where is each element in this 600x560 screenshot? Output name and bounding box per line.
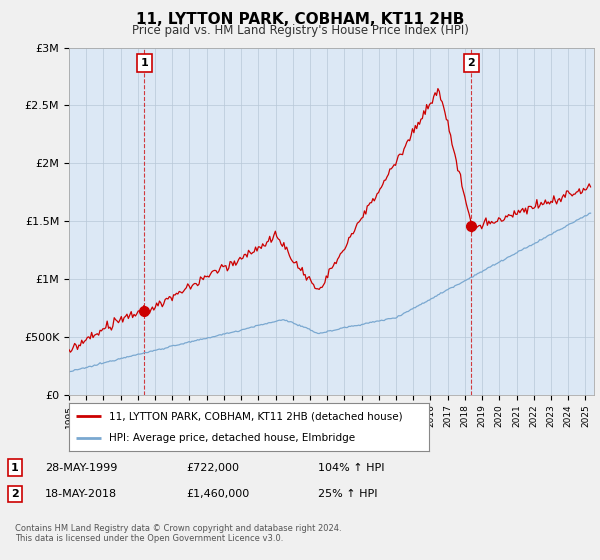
Text: 1: 1 bbox=[11, 463, 19, 473]
Text: 104% ↑ HPI: 104% ↑ HPI bbox=[318, 463, 385, 473]
Text: HPI: Average price, detached house, Elmbridge: HPI: Average price, detached house, Elmb… bbox=[109, 433, 355, 443]
Text: 11, LYTTON PARK, COBHAM, KT11 2HB (detached house): 11, LYTTON PARK, COBHAM, KT11 2HB (detac… bbox=[109, 411, 402, 421]
Text: Contains HM Land Registry data © Crown copyright and database right 2024.
This d: Contains HM Land Registry data © Crown c… bbox=[15, 524, 341, 543]
Text: 2: 2 bbox=[11, 489, 19, 499]
Text: 11, LYTTON PARK, COBHAM, KT11 2HB: 11, LYTTON PARK, COBHAM, KT11 2HB bbox=[136, 12, 464, 27]
Text: 2: 2 bbox=[467, 58, 475, 68]
Text: 25% ↑ HPI: 25% ↑ HPI bbox=[318, 489, 377, 499]
Text: 18-MAY-2018: 18-MAY-2018 bbox=[45, 489, 117, 499]
Text: 1: 1 bbox=[140, 58, 148, 68]
Text: 28-MAY-1999: 28-MAY-1999 bbox=[45, 463, 118, 473]
Text: Price paid vs. HM Land Registry's House Price Index (HPI): Price paid vs. HM Land Registry's House … bbox=[131, 24, 469, 36]
Text: £1,460,000: £1,460,000 bbox=[186, 489, 249, 499]
Text: £722,000: £722,000 bbox=[186, 463, 239, 473]
